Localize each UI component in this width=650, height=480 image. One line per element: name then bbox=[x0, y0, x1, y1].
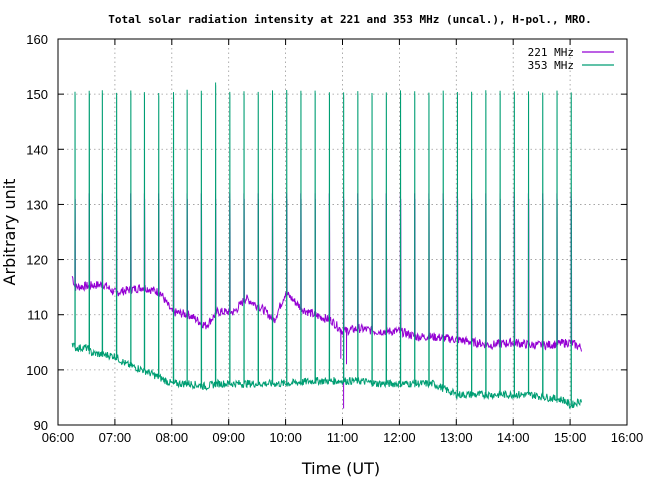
y-tick-label: 120 bbox=[26, 253, 48, 268]
grid bbox=[58, 39, 627, 425]
x-tick-label: 06:00 bbox=[42, 430, 75, 445]
y-axis-label: Arbitrary unit bbox=[0, 179, 19, 286]
x-tick-label: 10:00 bbox=[269, 430, 302, 445]
chart-title: Total solar radiation intensity at 221 a… bbox=[108, 13, 591, 26]
y-tick-label: 140 bbox=[26, 142, 48, 157]
x-tick-label: 14:00 bbox=[497, 430, 530, 445]
x-tick-label: 12:00 bbox=[383, 430, 416, 445]
legend-label: 221 MHz bbox=[528, 46, 574, 59]
x-axis-label: Time (UT) bbox=[301, 459, 380, 478]
ticks: 06:00 07:00 08:00 09:00 10:00 11:00 12:00 13:00… bbox=[26, 32, 643, 445]
x-tick-label: 16:00 bbox=[611, 430, 644, 445]
y-tick-label: 150 bbox=[26, 87, 48, 102]
series-221-line bbox=[71, 193, 582, 409]
x-tick-label: 15:00 bbox=[554, 430, 587, 445]
x-tick-label: 09:00 bbox=[212, 430, 245, 445]
series-353-line bbox=[71, 82, 582, 409]
y-tick-label: 110 bbox=[27, 308, 48, 323]
y-tick-label: 160 bbox=[26, 32, 48, 47]
y-tick-label: 100 bbox=[26, 363, 48, 378]
x-tick-label: 07:00 bbox=[99, 430, 132, 445]
x-tick-label: 08:00 bbox=[156, 430, 189, 445]
plot-frame bbox=[57, 38, 628, 426]
x-tick-label: 13:00 bbox=[440, 430, 473, 445]
series-layer bbox=[71, 82, 582, 409]
x-tick-label: 11:00 bbox=[327, 430, 359, 445]
legend-label: 353 MHz bbox=[528, 59, 574, 72]
y-tick-label: 90 bbox=[34, 418, 48, 433]
y-tick-label: 130 bbox=[26, 197, 48, 212]
